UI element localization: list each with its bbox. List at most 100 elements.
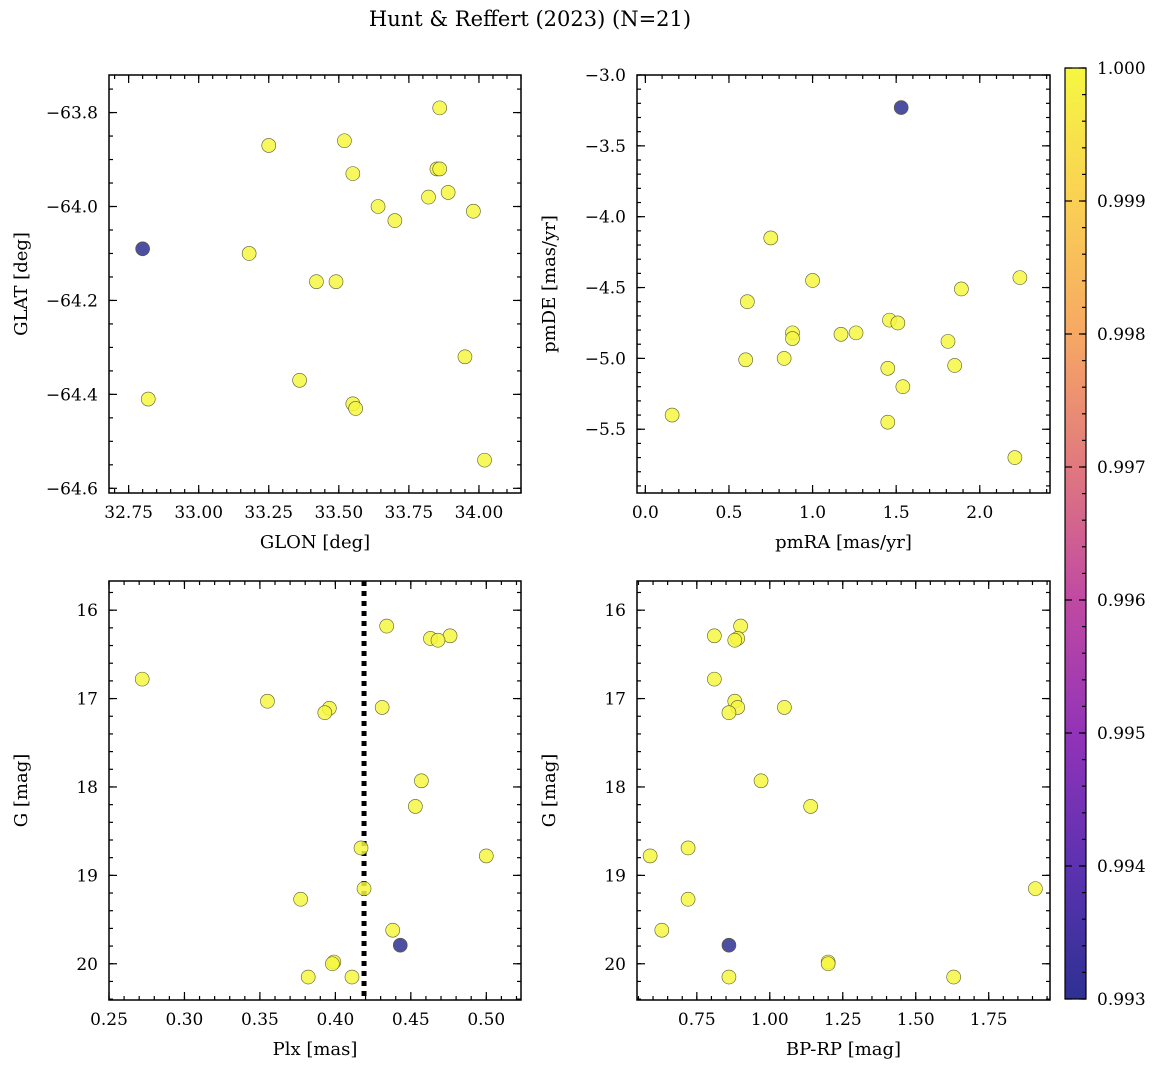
x-tick-label: 1.0	[799, 503, 826, 523]
data-point	[432, 100, 448, 116]
data-point	[432, 161, 448, 177]
panel-2: 0.0 0.5 1.0 1.5 2.0 −3.0 −3.5 −4.0 −4.5 −5.0 −5.5 p…	[539, 66, 1051, 553]
data-point	[293, 891, 308, 907]
data-point	[664, 407, 680, 423]
colorbar-tick-label: 0.998	[1097, 325, 1146, 345]
x-tick-label: 1.5	[883, 503, 910, 523]
colorbar-tick-label: 0.997	[1097, 458, 1146, 478]
data-point	[387, 213, 403, 228]
y-axis-label: pmDE [mas/yr]	[539, 215, 560, 353]
y-tick-label: 20	[604, 955, 626, 975]
y-tick-label: 16	[604, 601, 626, 621]
data-point	[328, 274, 344, 289]
x-tick-label: 0.0	[632, 503, 659, 523]
data-point	[317, 705, 333, 721]
y-tick-label: 18	[76, 778, 98, 798]
colorbar-tick-label: 0.993	[1097, 990, 1146, 1010]
y-tick-label: 17	[76, 690, 98, 710]
data-point	[954, 281, 969, 297]
data-point	[680, 891, 696, 907]
data-point	[134, 671, 150, 687]
data-point	[292, 372, 307, 388]
colorbar-tick-label: 0.994	[1097, 857, 1146, 877]
x-tick-label: 0.75	[678, 1010, 716, 1030]
data-point	[785, 331, 800, 346]
x-tick-label: 0.35	[241, 1010, 279, 1030]
panel-3: 0.25 0.30 0.35 0.40 0.45 0.50 16 17 18 19 20 Plx [m…	[11, 580, 522, 1060]
data-point	[1028, 881, 1043, 896]
y-tick-label: 19	[604, 866, 626, 886]
data-point	[414, 773, 429, 789]
data-point	[408, 799, 423, 814]
x-tick-label: 34.00	[455, 503, 504, 523]
x-tick-label: 0.30	[166, 1010, 204, 1030]
x-tick-label: 1.25	[824, 1010, 862, 1030]
data-point	[721, 937, 737, 953]
panels: 32.75 33.00 33.25 33.50 33.75 34.00 −63.8 −64.0…	[11, 66, 1051, 1060]
data-point	[337, 133, 352, 149]
panel-4: 0.75 1.00 1.25 1.50 1.75 16 17 18 19 20 BP-RP [mag…	[539, 580, 1051, 1060]
data-point	[140, 391, 156, 407]
data-point	[345, 166, 361, 181]
data-point	[261, 138, 277, 153]
x-tick-label: 33.75	[385, 503, 434, 523]
data-point	[654, 922, 670, 938]
data-point	[325, 956, 340, 972]
colorbar-tick-label: 0.999	[1097, 192, 1146, 212]
data-point	[946, 969, 961, 985]
data-point	[385, 922, 401, 938]
data-point	[1007, 450, 1023, 465]
data-point	[477, 452, 492, 468]
data-point	[777, 700, 792, 715]
data-point	[707, 628, 722, 644]
x-tick-label: 0.25	[90, 1010, 128, 1030]
data-point	[370, 199, 386, 214]
data-point	[833, 327, 849, 342]
data-point	[478, 848, 494, 864]
data-point	[300, 969, 316, 985]
y-axis-label: GLAT [deg]	[11, 232, 32, 336]
data-point	[893, 100, 909, 115]
colorbar-tick-label: 0.996	[1097, 591, 1146, 611]
data-point	[947, 358, 962, 373]
data-point	[940, 334, 956, 349]
x-tick-label: 0.40	[316, 1010, 354, 1030]
data-point	[880, 361, 896, 376]
x-tick-label: 0.45	[392, 1010, 430, 1030]
y-tick-label: −63.8	[46, 104, 98, 124]
data-point	[348, 401, 363, 416]
data-point	[457, 349, 473, 365]
colorbar-tick-label: 1.000	[1097, 59, 1146, 79]
x-axis-label: BP-RP [mag]	[786, 1039, 901, 1060]
x-axis-label: pmRA [mas/yr]	[775, 532, 912, 553]
x-tick-label: 1.00	[751, 1010, 789, 1030]
y-tick-label: −64.4	[46, 385, 98, 405]
y-tick-label: −4.0	[585, 208, 626, 228]
x-tick-label: 33.50	[314, 503, 363, 523]
x-tick-label: 33.00	[174, 503, 223, 523]
y-tick-label: 18	[604, 778, 626, 798]
data-point	[309, 274, 324, 289]
x-tick-label: 1.50	[897, 1010, 935, 1030]
colorbar: 0.993 0.994 0.995 0.996 0.997 0.998 0.999 1.000	[1064, 59, 1146, 1010]
x-tick-label: 33.25	[244, 503, 293, 523]
x-tick-label: 2.0	[966, 503, 993, 523]
data-point	[260, 693, 275, 709]
axes-frame	[636, 74, 1051, 494]
data-point	[895, 379, 911, 395]
data-point	[353, 840, 369, 856]
y-tick-label: −5.0	[585, 349, 626, 369]
data-point	[421, 189, 436, 205]
figure-title: Hunt & Reffert (2023) (N=21)	[369, 7, 691, 31]
data-point	[707, 671, 722, 687]
y-tick-label: 16	[76, 601, 98, 621]
data-point	[430, 632, 446, 648]
x-tick-label: 32.75	[104, 503, 153, 523]
y-tick-label: −3.0	[585, 66, 626, 86]
data-point	[753, 773, 769, 789]
y-tick-label: −3.5	[585, 137, 626, 157]
data-point	[880, 414, 896, 430]
data-point	[733, 618, 748, 634]
y-axis-label: G [mag]	[11, 754, 32, 827]
